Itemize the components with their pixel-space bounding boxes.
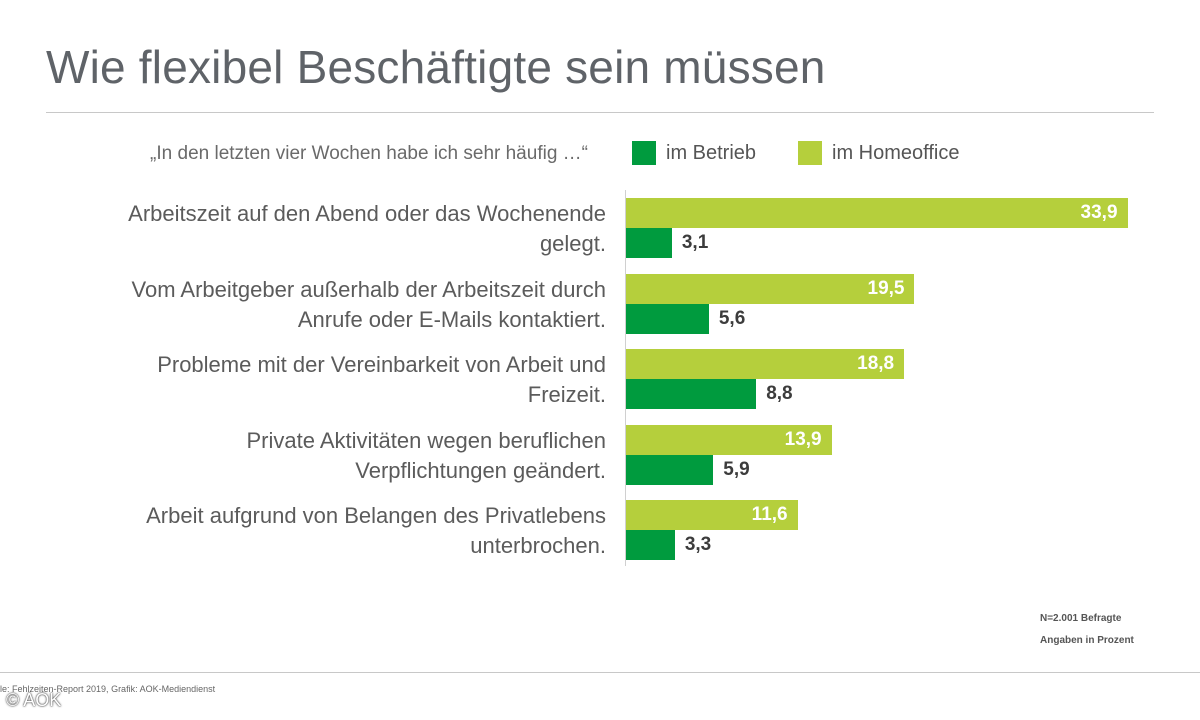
data-label-homeoffice: 19,5: [867, 277, 905, 299]
category-label: Arbeit aufgrund von Belangen des Privatl…: [46, 501, 606, 561]
category-label-line: Verpflichtungen geändert.: [355, 457, 606, 483]
bar-homeoffice: [626, 198, 1128, 228]
bar-homeoffice: [626, 424, 832, 455]
category-label-line: gelegt.: [539, 231, 606, 256]
legend-label-betrieb: im Betrieb: [666, 141, 757, 164]
data-label-homeoffice: 18,8: [857, 353, 895, 374]
note-unit: Angaben in Prozent: [1040, 635, 1134, 646]
data-label-betrieb: 5,9: [723, 458, 750, 480]
title-divider: [46, 112, 1154, 113]
category-label-line: Anrufe oder E-Mails kontaktiert.: [297, 306, 606, 332]
category-label: Vom Arbeitgeber außerhalb der Arbeitszei…: [46, 275, 607, 335]
category-label-line: Vom Arbeitgeber außerhalb der Arbeitszei…: [131, 276, 607, 302]
chart-subtitle: „In den letzten vier Wochen habe ich seh…: [150, 143, 588, 164]
note-sample-size: N=2.001 Befragte: [1040, 613, 1122, 624]
category-label-line: Arbeit aufgrund von Belangen des Privatl…: [146, 503, 606, 528]
copyright-watermark: © AOK: [6, 690, 62, 710]
category-label: Probleme mit der Vereinbarkeit von Arbei…: [46, 350, 606, 410]
legend-label-homeoffice: im Homeoffice: [832, 141, 960, 164]
source-text: le: Fehlzeiten-Report 2019, Grafik: AOK-…: [0, 684, 216, 694]
data-label-betrieb: 3,1: [681, 232, 709, 253]
bar-betrieb: [626, 228, 672, 258]
category-label-line: Freizeit.: [527, 382, 606, 407]
category-label-line: Private Aktivitäten wegen beruflichen: [246, 427, 606, 453]
category-label-line: unterbrochen.: [470, 533, 606, 558]
legend-swatch-betrieb: [632, 141, 656, 165]
bar-betrieb: [626, 454, 714, 485]
data-label-betrieb: 8,8: [766, 383, 793, 404]
data-label-homeoffice: 13,9: [784, 428, 822, 450]
category-label-line: Probleme mit der Vereinbarkeit von Arbei…: [157, 352, 606, 377]
legend-item-betrieb: im Betrieb: [632, 141, 756, 165]
bar-homeoffice: [626, 349, 905, 379]
category-label: Private Aktivitäten wegen beruflichen Ver…: [46, 426, 606, 486]
category-label-line: Arbeitszeit auf den Abend oder das Woche…: [128, 201, 606, 226]
legend-swatch-homeoffice: [798, 141, 822, 165]
footer-divider: [0, 672, 1200, 673]
category-label: Arbeitszeit auf den Abend oder das Woche…: [46, 199, 606, 259]
chart-title: Wie flexibel Beschäftigte sein müssen: [46, 41, 826, 93]
category-axis-line: [625, 190, 626, 566]
legend-item-homeoffice: im Homeoffice: [798, 141, 959, 165]
bar-homeoffice: [626, 273, 915, 304]
bar-betrieb: [626, 303, 709, 334]
data-label-homeoffice: 33,9: [1080, 202, 1118, 223]
bar-betrieb: [626, 379, 757, 409]
bar-homeoffice: [626, 500, 798, 530]
data-label-homeoffice: 11,6: [751, 504, 788, 525]
bar-betrieb: [626, 530, 675, 560]
data-label-betrieb: 5,6: [718, 307, 746, 329]
data-label-betrieb: 3,3: [684, 534, 712, 555]
